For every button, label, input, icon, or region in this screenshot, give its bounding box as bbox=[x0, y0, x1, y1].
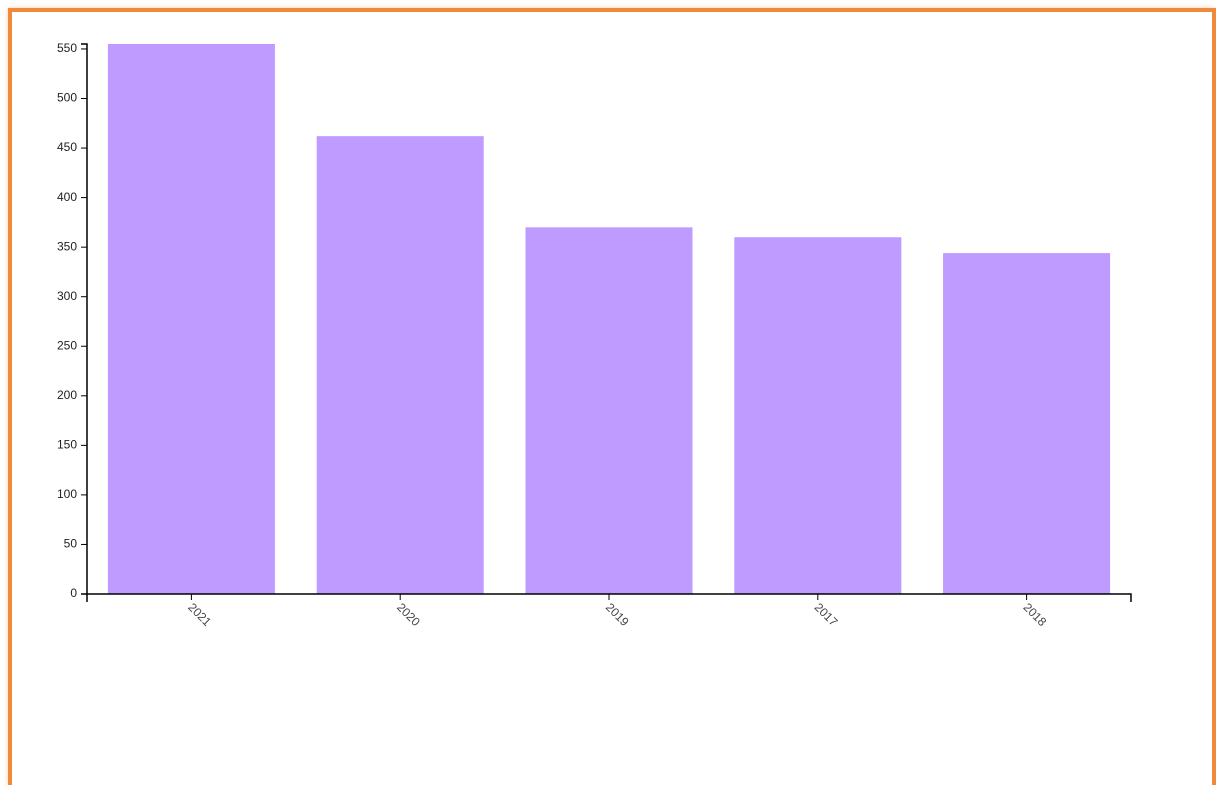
y-axis: 0 50 100 150 200 250 300 350 400 450 500 550 bbox=[57, 41, 88, 600]
bars-group bbox=[107, 44, 1111, 595]
x-tick-label: 2020 bbox=[394, 600, 423, 629]
bar-2018 bbox=[943, 253, 1111, 594]
bar-2017 bbox=[734, 237, 902, 595]
x-axis: 2021 2020 2019 2017 2018 bbox=[86, 593, 1132, 629]
x-tick-label: 2017 bbox=[812, 600, 841, 629]
y-tick-label: 500 bbox=[57, 91, 77, 105]
x-tick-label: 2021 bbox=[185, 600, 214, 629]
y-tick-label: 0 bbox=[70, 586, 77, 600]
y-tick-label: 150 bbox=[57, 438, 77, 452]
bar-2020 bbox=[316, 136, 484, 594]
bar-2021 bbox=[107, 44, 275, 594]
y-tick-label: 450 bbox=[57, 140, 77, 154]
y-tick-label: 300 bbox=[57, 289, 77, 303]
x-tick-label: 2018 bbox=[1020, 600, 1049, 629]
y-axis-line bbox=[81, 43, 88, 595]
y-tick-label: 250 bbox=[57, 338, 77, 352]
bar-2019 bbox=[525, 227, 693, 595]
y-tick-label: 550 bbox=[57, 41, 77, 55]
x-tick-label: 2019 bbox=[603, 600, 632, 629]
y-tick-label: 350 bbox=[57, 239, 77, 253]
y-tick-label: 200 bbox=[57, 388, 77, 402]
y-tick-label: 100 bbox=[57, 487, 77, 501]
y-tick-label: 50 bbox=[64, 537, 78, 551]
y-tick-label: 400 bbox=[57, 190, 77, 204]
